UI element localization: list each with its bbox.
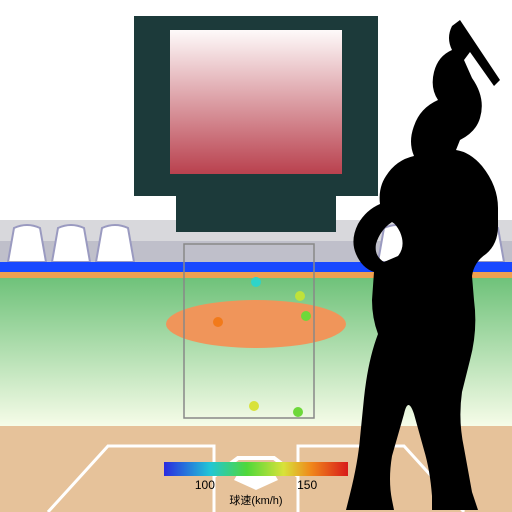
pitch-location-chart: 100 150 球速(km/h) bbox=[0, 0, 512, 512]
stands-arch bbox=[8, 225, 46, 262]
legend-tick: 100 bbox=[195, 478, 215, 492]
legend-tick: 150 bbox=[297, 478, 317, 492]
pitch-marker bbox=[251, 277, 261, 287]
stands-arch bbox=[52, 225, 90, 262]
pitch-marker bbox=[213, 317, 223, 327]
scoreboard-screen bbox=[170, 30, 342, 174]
pitch-marker bbox=[293, 407, 303, 417]
legend-label: 球速(km/h) bbox=[229, 493, 282, 507]
pitch-marker bbox=[301, 311, 311, 321]
pitch-marker bbox=[295, 291, 305, 301]
pitchers-mound bbox=[166, 300, 346, 348]
pitch-marker bbox=[249, 401, 259, 411]
speed-legend-bar bbox=[164, 462, 348, 476]
scoreboard-stem bbox=[176, 196, 336, 232]
stands-arch bbox=[96, 225, 134, 262]
